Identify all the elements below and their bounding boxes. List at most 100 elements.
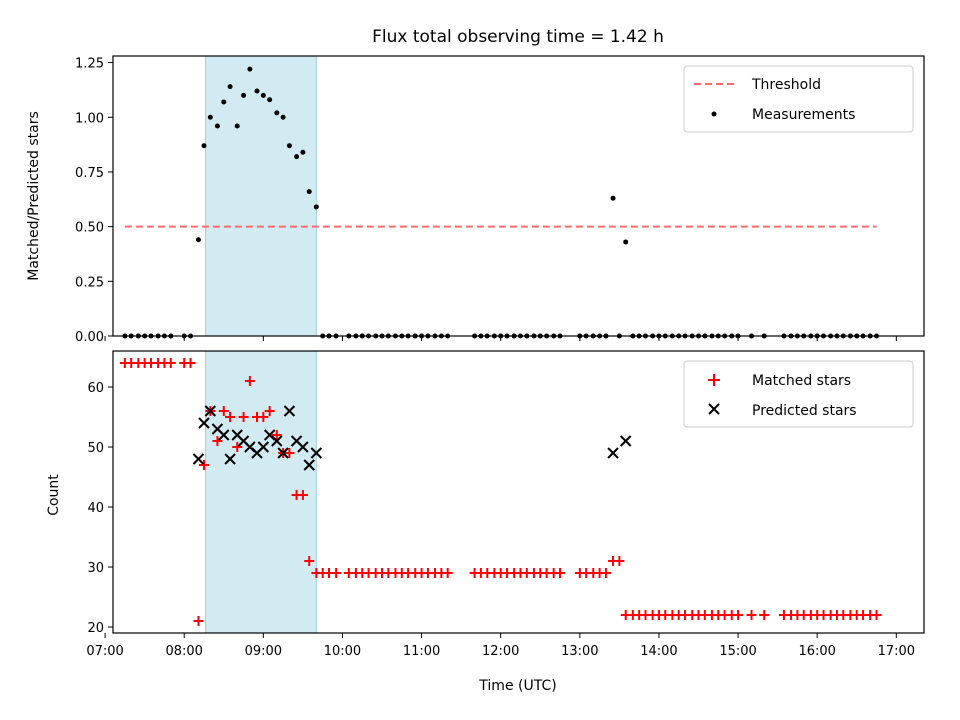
bottom-ytick-label: 60 — [87, 381, 104, 396]
legend-measurements-marker — [711, 111, 717, 117]
matched-star-point — [614, 556, 625, 566]
bottom-x-ticks: 07:00 08:00 09:00 10:00 11:00 12:00 13:00 14:00… — [86, 633, 915, 659]
predicted-star-point — [277, 447, 289, 459]
bottom-plot-area — [205, 350, 317, 634]
measurement-point — [201, 143, 207, 149]
matched-star-point — [185, 358, 196, 368]
predicted-star-point — [218, 429, 230, 441]
matched-star-point — [271, 430, 282, 440]
bottom-shaded-region — [205, 350, 317, 634]
top-ytick-label: 1.25 — [75, 57, 104, 72]
matched-star-point — [193, 616, 204, 626]
predicted-star-point — [224, 453, 236, 465]
top-panel: 0.00 0.25 0.50 0.75 1.00 1.25 Matched/Predict… — [26, 55, 925, 345]
measurement-point — [195, 237, 201, 243]
measurement-point — [260, 92, 266, 98]
matched-star-point — [555, 568, 566, 578]
xtick-label: 16:00 — [798, 644, 835, 659]
xtick-label: 12:00 — [482, 644, 519, 659]
bottom-data-marks — [112, 350, 925, 634]
top-ytick-label: 0.00 — [75, 330, 104, 345]
matched-star-point — [871, 610, 882, 620]
matched-star-point — [442, 568, 453, 578]
predicted-star-point — [607, 447, 619, 459]
xtick-label: 14:00 — [640, 644, 677, 659]
measurement-point — [313, 204, 319, 210]
measurement-point — [274, 110, 280, 116]
matched-star-point — [165, 358, 176, 368]
top-ytick-label: 0.50 — [75, 221, 104, 236]
predicted-star-point — [303, 459, 315, 471]
matched-star-point — [746, 610, 757, 620]
predicted-star-point — [297, 441, 309, 453]
top-ytick-label: 0.25 — [75, 275, 104, 290]
matched-star-point — [198, 460, 209, 470]
predicted-star-point — [257, 441, 270, 453]
top-shaded-region — [205, 55, 317, 337]
bottom-y-axis-title: Count — [46, 474, 62, 516]
measurement-point — [207, 114, 213, 120]
legend-matched-marker — [708, 374, 720, 386]
measurement-point — [300, 149, 306, 155]
bottom-ytick-label: 30 — [87, 561, 104, 576]
matched-star-point — [284, 448, 295, 458]
measurement-point — [294, 154, 300, 160]
matched-star-point — [600, 568, 611, 578]
top-ytick-label: 1.00 — [75, 111, 104, 126]
measurement-point — [254, 88, 260, 94]
measurement-point — [234, 123, 240, 129]
top-axes-frame — [112, 55, 925, 337]
matched-star-point — [733, 610, 744, 620]
predicted-star-point — [198, 417, 210, 429]
matched-star-point — [244, 376, 255, 386]
matched-star-point — [218, 406, 229, 416]
matched-star-point — [264, 406, 275, 416]
bottom-ytick-label: 50 — [87, 441, 104, 456]
top-ytick-label: 0.75 — [75, 166, 104, 181]
predicted-star-point — [620, 435, 632, 447]
xtick-label: 10:00 — [324, 644, 361, 659]
measurement-point — [623, 239, 629, 245]
matched-star-point — [331, 568, 342, 578]
measurement-point — [286, 143, 292, 149]
measurement-point — [247, 66, 253, 72]
bottom-y-ticks: 20 30 40 50 60 — [87, 381, 113, 636]
chart-title: Flux total observing time = 1.42 h — [372, 27, 664, 47]
legend-measurements-label: Measurements — [752, 107, 855, 123]
legend-predicted-marker — [708, 403, 720, 415]
bottom-panel: 20 30 40 50 60 07:00 08:00 09:00 10:00 11:00 12:0… — [46, 350, 925, 694]
measurement-point — [221, 99, 227, 105]
matched-star-point — [258, 412, 269, 422]
matched-star-point — [238, 412, 249, 422]
bottom-axes-frame — [112, 350, 925, 634]
legend-predicted-label: Predicted stars — [752, 403, 857, 419]
xtick-label: 17:00 — [878, 644, 915, 659]
legend-matched-label: Matched stars — [752, 373, 851, 389]
matched-star-point — [304, 556, 315, 566]
legend-threshold-label: Threshold — [751, 77, 821, 93]
matched-star-point — [225, 412, 236, 422]
measurement-point — [241, 92, 247, 98]
matched-star-point — [297, 490, 308, 500]
xtick-label: 07:00 — [86, 644, 123, 659]
matched-star-point — [232, 442, 243, 452]
xtick-label: 15:00 — [719, 644, 756, 659]
top-data-marks — [112, 55, 925, 339]
xtick-label: 09:00 — [245, 644, 282, 659]
xtick-label: 13:00 — [561, 644, 598, 659]
measurement-point — [306, 189, 312, 195]
matched-star-point — [212, 436, 223, 446]
bottom-ytick-label: 20 — [87, 621, 104, 636]
xtick-label: 11:00 — [403, 644, 440, 659]
bottom-ytick-label: 40 — [87, 501, 104, 516]
matched-star-point — [759, 610, 770, 620]
measurement-point — [227, 84, 233, 90]
top-y-ticks: 0.00 0.25 0.50 0.75 1.00 1.25 — [75, 57, 113, 345]
top-y-axis-title: Matched/Predicted stars — [26, 111, 42, 281]
measurement-point — [267, 97, 273, 103]
x-axis-title: Time (UTC) — [478, 678, 556, 694]
predicted-star-point — [283, 405, 296, 417]
measurement-point — [280, 114, 286, 120]
bottom-legend: Matched stars Predicted stars — [683, 360, 914, 428]
